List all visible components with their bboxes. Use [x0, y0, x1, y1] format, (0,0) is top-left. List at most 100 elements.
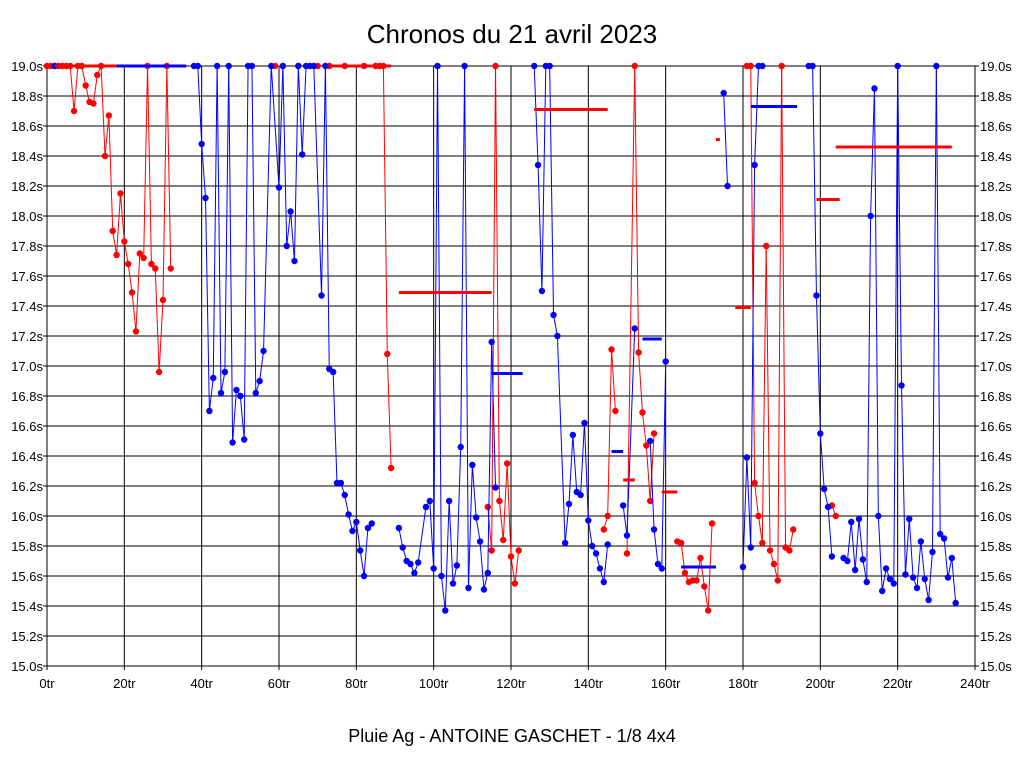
series-line-segment — [471, 464, 477, 518]
data-point — [786, 547, 793, 554]
y-tick-label-left: 17.8s — [11, 239, 43, 254]
y-tick-label-right: 15.0s — [980, 659, 1012, 674]
data-point — [430, 565, 437, 572]
data-point — [604, 512, 611, 520]
data-point — [210, 374, 217, 382]
data-point — [589, 542, 596, 550]
data-point — [515, 547, 522, 554]
data-point — [449, 580, 457, 587]
series-line-segment — [761, 245, 767, 544]
data-point — [755, 512, 762, 520]
y-tick-label-right: 15.2s — [980, 629, 1012, 644]
series-line-segment — [862, 559, 868, 583]
data-point — [415, 559, 422, 566]
series-line-segment — [649, 433, 655, 502]
data-point — [125, 260, 132, 268]
series-line-segment — [897, 65, 903, 386]
series-line-segment — [541, 65, 547, 292]
y-tick-label-right: 18.4s — [980, 149, 1012, 164]
series-line-segment — [127, 263, 133, 293]
series-line-segment — [819, 433, 825, 490]
data-point — [596, 565, 604, 572]
series-line-segment — [533, 65, 539, 166]
data-point — [252, 389, 259, 397]
series-line-segment — [893, 65, 899, 584]
data-point — [275, 184, 283, 191]
series-line-segment — [116, 193, 121, 256]
x-tick-label: 80tr — [345, 676, 368, 691]
data-point — [561, 539, 569, 547]
data-point — [90, 100, 97, 107]
series-line-segment — [386, 353, 392, 469]
series-line-segment — [514, 550, 520, 584]
data-point — [357, 547, 364, 554]
series-line-segment — [382, 65, 388, 355]
data-point — [565, 500, 573, 508]
series-line-segment — [282, 65, 288, 247]
series-line-segment — [228, 65, 234, 443]
data-point — [345, 511, 352, 518]
data-point — [894, 62, 901, 70]
data-point — [639, 409, 646, 416]
chart-title: Chronos du 21 avril 2023 — [367, 19, 658, 49]
series-line-segment — [313, 65, 323, 296]
x-tick-label: 40tr — [190, 676, 213, 691]
data-point — [631, 62, 638, 70]
data-point — [747, 544, 754, 551]
series-line-segment — [943, 538, 949, 578]
data-point — [407, 560, 414, 568]
data-point — [948, 554, 955, 562]
y-tick-label-left: 16.4s — [11, 449, 43, 464]
series-line-segment — [537, 164, 543, 292]
data-point — [909, 574, 917, 581]
series-line-segment — [502, 463, 508, 541]
series-line-segment — [491, 341, 497, 488]
data-point — [476, 538, 484, 545]
series-line-segment — [750, 65, 756, 484]
data-point — [132, 328, 140, 335]
series-line-segment — [908, 518, 914, 578]
data-point — [898, 382, 905, 389]
series-line-segment — [475, 517, 481, 542]
data-point — [453, 562, 461, 569]
data-point — [221, 368, 229, 376]
x-tick-label: 200tr — [806, 676, 836, 691]
series-line-segment — [429, 500, 435, 569]
series-line-segment — [866, 215, 872, 583]
data-point — [202, 194, 209, 202]
data-point — [360, 572, 368, 580]
series-line-segment — [781, 65, 787, 548]
data-point — [902, 571, 909, 578]
data-point — [534, 161, 542, 169]
data-point — [774, 577, 781, 584]
data-point — [399, 544, 406, 551]
series-line-segment — [645, 445, 651, 502]
data-point — [457, 443, 464, 451]
data-point — [600, 578, 607, 586]
data-point — [287, 208, 294, 215]
series-line-segment — [220, 371, 226, 394]
series-line-segment — [750, 164, 756, 548]
data-point — [426, 497, 433, 505]
y-tick-label-left: 18.8s — [11, 89, 43, 104]
data-point — [318, 292, 325, 299]
y-tick-label-right: 19.0s — [980, 59, 1012, 74]
series-line-segment — [460, 65, 466, 448]
series-2 — [51, 62, 959, 614]
series-line-segment — [498, 500, 504, 541]
y-tick-label-left: 18.6s — [11, 119, 43, 134]
data-point — [697, 554, 704, 562]
series-line-segment — [873, 88, 879, 517]
series-line-segment — [788, 529, 794, 551]
series-line-segment — [359, 550, 365, 577]
series-line-segment — [641, 412, 647, 446]
data-point — [921, 575, 928, 583]
data-point — [387, 464, 395, 472]
grid-lines — [43, 65, 979, 670]
y-tick-label-right: 15.6s — [980, 569, 1012, 584]
y-tick-label-right: 16.4s — [980, 449, 1012, 464]
data-point — [148, 260, 155, 268]
data-point — [70, 107, 78, 115]
data-point — [260, 347, 267, 355]
